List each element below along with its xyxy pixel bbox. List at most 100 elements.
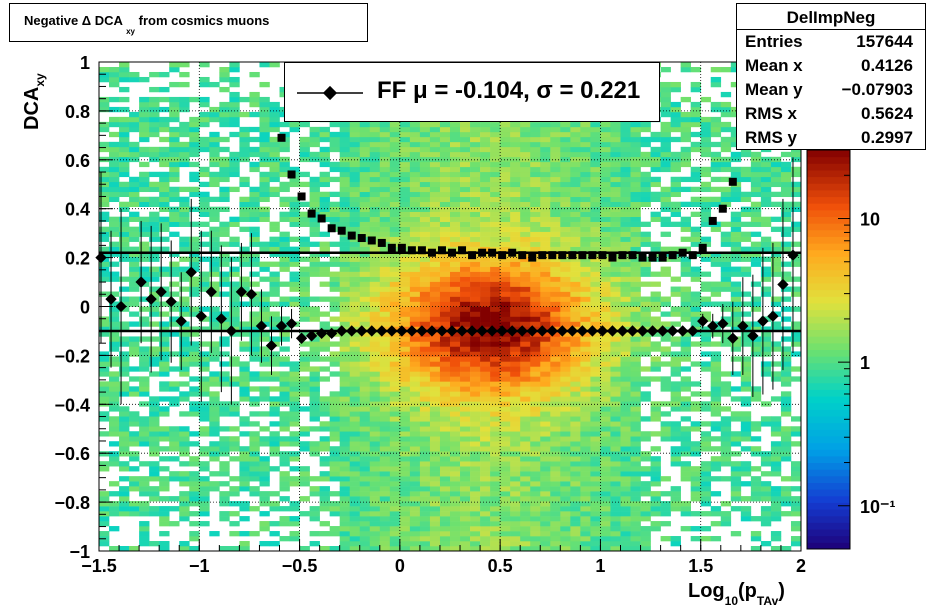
legend-label: FF μ = -0.104, σ = 0.221 <box>377 77 641 104</box>
mean-point <box>446 325 458 337</box>
mean-point <box>636 325 649 337</box>
y-tick-label: 0.6 <box>65 151 90 171</box>
mean-point <box>516 325 528 337</box>
mean-point <box>396 325 408 337</box>
stats-row-rms-x: RMS x 0.5624 <box>745 104 913 123</box>
mean-point <box>707 320 719 332</box>
y-tick-label: 0 <box>80 298 90 318</box>
sigma-point <box>448 248 457 257</box>
grid-lines <box>99 62 801 551</box>
sigma-point <box>407 246 416 255</box>
mean-point <box>526 325 538 337</box>
mean-point <box>486 325 498 337</box>
sigma-point <box>367 236 376 245</box>
mean-point <box>195 310 207 322</box>
mean-point <box>175 315 187 327</box>
mean-point <box>666 325 679 337</box>
sigma-point <box>508 248 517 257</box>
y-tick-label: −0.4 <box>54 395 90 415</box>
mean-point <box>376 325 388 337</box>
sigma-point <box>397 243 406 252</box>
mean-point <box>436 325 448 337</box>
sigma-point <box>608 253 617 262</box>
stats-row-entries: Entries 157644 <box>745 32 913 51</box>
mean-point <box>145 293 157 305</box>
sigma-point <box>568 251 577 260</box>
sigma-point <box>317 214 326 223</box>
mean-point <box>757 315 769 327</box>
mean-point <box>386 325 398 337</box>
x-axis-label: Log10(pTAv) <box>688 580 785 608</box>
sigma-point <box>728 177 737 186</box>
legend: FF μ = -0.104, σ = 0.221 <box>284 62 660 122</box>
mean-point <box>626 325 639 337</box>
sigma-point <box>347 231 356 240</box>
sigma-point <box>427 248 436 257</box>
mean-point <box>205 286 217 298</box>
x-tick-label: 1 <box>595 556 605 576</box>
mean-point <box>456 325 468 337</box>
sigma-point <box>327 224 336 233</box>
mean-point <box>787 249 799 261</box>
mean-point <box>466 325 478 337</box>
mean-point <box>245 288 258 300</box>
sigma-point <box>468 251 477 260</box>
mean-point <box>616 325 629 337</box>
z-tick-label: 10⁻¹ <box>860 497 896 517</box>
stats-row-rms-y: RMS y 0.2997 <box>745 128 913 147</box>
stats-title: DelImpNeg <box>737 4 925 30</box>
z-tick-label: 10 <box>860 210 880 230</box>
mean-point <box>596 325 609 337</box>
mean-point <box>275 320 288 332</box>
sigma-point <box>478 248 487 257</box>
mean-point <box>646 325 659 337</box>
sigma-point <box>688 251 697 260</box>
mean-point <box>656 325 669 337</box>
mean-point <box>566 325 579 337</box>
mean-point <box>215 313 228 325</box>
mean-point <box>165 295 177 308</box>
stats-row-mean-y: Mean y −0.07903 <box>745 80 913 99</box>
mean-point <box>426 325 438 337</box>
mean-point <box>556 325 568 337</box>
x-tick-label: 2 <box>796 556 806 576</box>
mean-point <box>295 332 308 344</box>
mean-point <box>536 325 548 337</box>
sigma-point <box>458 246 467 255</box>
mean-point <box>315 327 328 340</box>
mean-point <box>506 325 518 337</box>
mean-point <box>265 339 278 352</box>
chart-title-box: Negative Δ DCA xy from cosmics muons <box>9 3 368 42</box>
sigma-point <box>498 251 507 260</box>
x-tick-label: 0.5 <box>488 556 513 576</box>
sigma-point <box>538 251 547 260</box>
sigma-point <box>708 216 717 225</box>
sigma-point <box>718 204 727 213</box>
sigma-point <box>588 251 597 260</box>
mean-point <box>476 325 488 337</box>
mean-point <box>255 320 268 332</box>
sigma-point <box>618 251 627 260</box>
sigma-point <box>307 209 316 218</box>
z-tick-label: 1 <box>860 353 870 373</box>
legend-marker-icon <box>297 85 363 101</box>
x-tick-label: −0.5 <box>282 556 318 576</box>
y-tick-label: 0.4 <box>65 200 90 220</box>
y-tick-label: 1 <box>80 53 90 73</box>
mean-point <box>697 315 709 327</box>
stats-row-mean-x: Mean x 0.4126 <box>745 56 913 75</box>
sigma-point <box>488 248 497 257</box>
sigma-point <box>598 251 607 260</box>
y-tick-label: −0.8 <box>54 493 90 513</box>
mean-point <box>235 286 248 298</box>
mean-point <box>576 325 589 337</box>
mean-point <box>717 317 729 330</box>
mean-point <box>285 317 298 330</box>
sigma-point <box>558 251 567 260</box>
stats-box: DelImpNeg Entries 157644 Mean x 0.4126 Mea… <box>736 3 926 150</box>
sigma-point <box>668 251 677 260</box>
mean-point <box>496 325 508 337</box>
x-tick-label: 0 <box>395 556 405 576</box>
mean-point <box>677 325 689 337</box>
sigma-point <box>628 251 637 260</box>
